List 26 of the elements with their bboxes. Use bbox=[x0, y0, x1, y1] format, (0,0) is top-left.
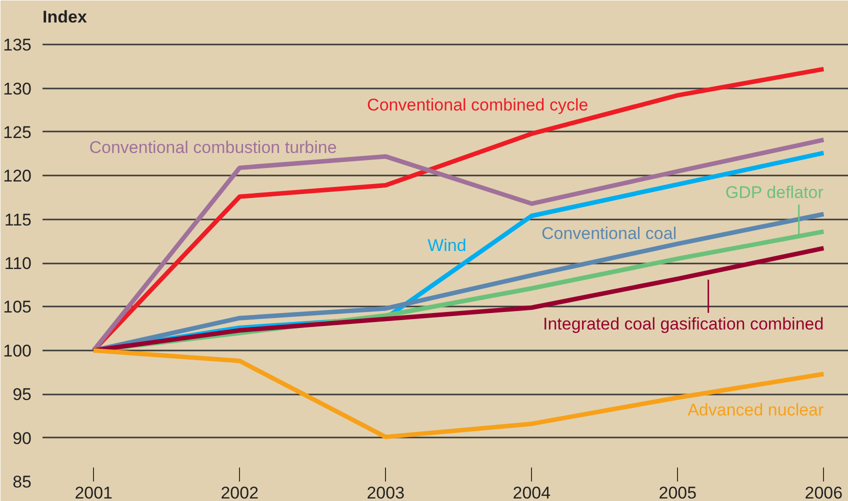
y-tick-label: 110 bbox=[4, 254, 32, 274]
series-label: Conventional combustion turbine bbox=[89, 138, 337, 158]
x-tick-label: 2002 bbox=[220, 484, 259, 501]
line-series bbox=[91, 348, 826, 440]
x-tick-label: 2004 bbox=[512, 484, 551, 501]
series-label: Wind bbox=[428, 236, 466, 256]
y-tick-label: 130 bbox=[3, 79, 32, 98]
series-label: Conventional combined cycle bbox=[367, 95, 588, 114]
x-tick-label: 2006 bbox=[804, 484, 843, 501]
y-tick-label: 100 bbox=[3, 341, 32, 360]
y-tick-label: 135 bbox=[3, 36, 32, 55]
x-tick-label: 2005 bbox=[658, 484, 697, 501]
y-tick-label: 105 bbox=[3, 298, 32, 317]
y-tick-label: 95 bbox=[12, 385, 32, 404]
y-tick-label: 115 bbox=[4, 210, 32, 230]
y-tick-label: 90 bbox=[12, 428, 32, 448]
series-label: GDP deflator bbox=[725, 182, 824, 202]
chart-title: Index bbox=[42, 8, 88, 26]
x-tick-label: 2001 bbox=[74, 484, 113, 501]
legend-label: Integrated coal gasification combined bbox=[543, 314, 824, 334]
series-label: Advanced nuclear bbox=[688, 400, 824, 420]
series-label: Conventional coal bbox=[541, 224, 677, 243]
y-tick-label: 125 bbox=[3, 122, 32, 142]
x-tick-label: 2003 bbox=[366, 484, 405, 501]
y-tick-label: 85 bbox=[12, 472, 32, 492]
y-tick-label: 120 bbox=[3, 166, 32, 186]
